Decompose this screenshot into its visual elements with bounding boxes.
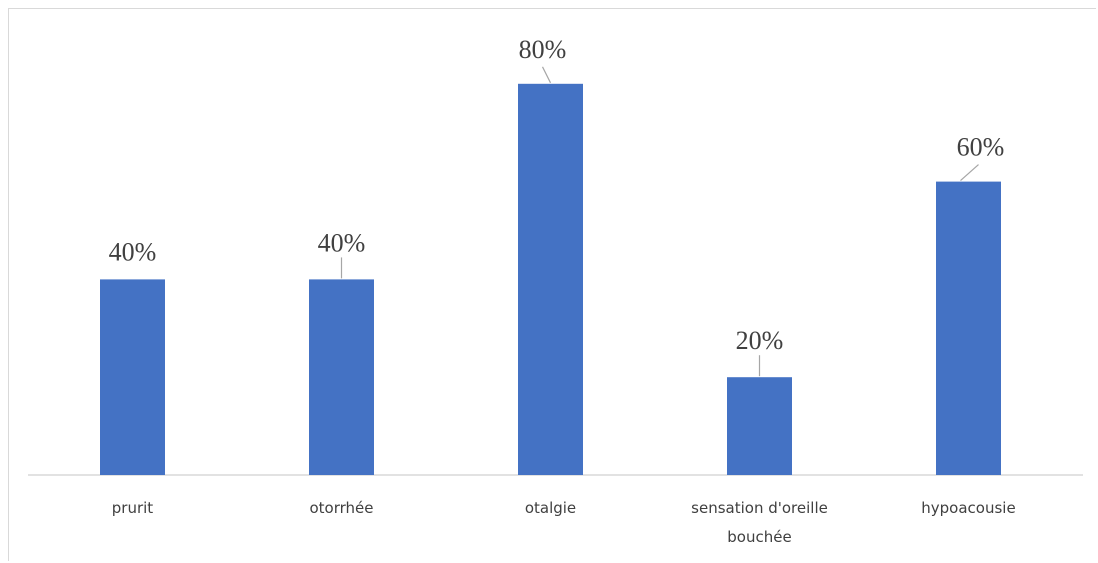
data-label-2: 80%: [519, 35, 567, 64]
category-label-0: prurit: [112, 499, 154, 517]
bar-2: [518, 83, 583, 476]
data-label-0: 40%: [109, 237, 157, 266]
leader-line-2: [541, 66, 552, 84]
leader-line-4: [960, 164, 979, 182]
data-label-4: 60%: [957, 133, 1005, 162]
bar-1: [309, 279, 374, 475]
category-label-2: otalgie: [525, 499, 576, 517]
data-label-1: 40%: [318, 228, 366, 257]
category-label-3: sensation d'oreille bouchée: [691, 499, 828, 546]
data-label-3: 20%: [736, 326, 784, 355]
bar-3: [727, 377, 792, 475]
category-label-1: otorrhée: [309, 499, 373, 517]
chart-frame: [8, 8, 1096, 561]
bar-0: [100, 279, 165, 475]
category-label-4: hypoacousie: [921, 499, 1015, 517]
bar-4: [936, 181, 1001, 475]
